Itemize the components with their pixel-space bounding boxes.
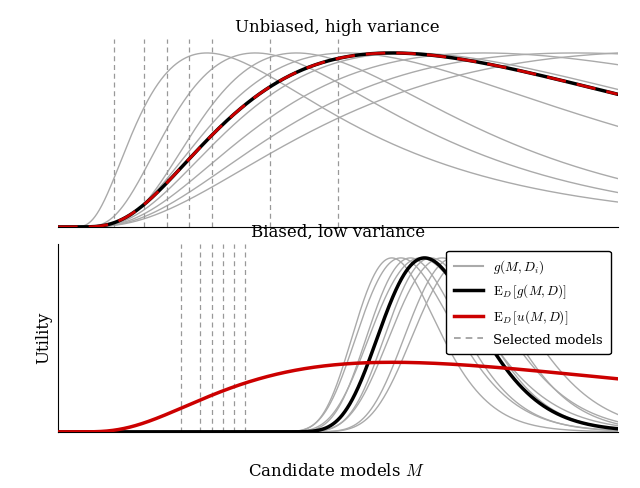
Title: Unbiased, high variance: Unbiased, high variance xyxy=(236,19,440,36)
Title: Biased, low variance: Biased, low variance xyxy=(250,224,425,241)
Y-axis label: Utility: Utility xyxy=(35,312,52,364)
Legend: $g(M, D_i)$, $\mathrm{E}_{D}\,[g(M,D)]$, $\mathrm{E}_{D}\,[u(M,D)]$, Selected mo: $g(M, D_i)$, $\mathrm{E}_{D}\,[g(M,D)]$,… xyxy=(446,251,611,354)
Text: Candidate models $M$: Candidate models $M$ xyxy=(248,463,424,480)
